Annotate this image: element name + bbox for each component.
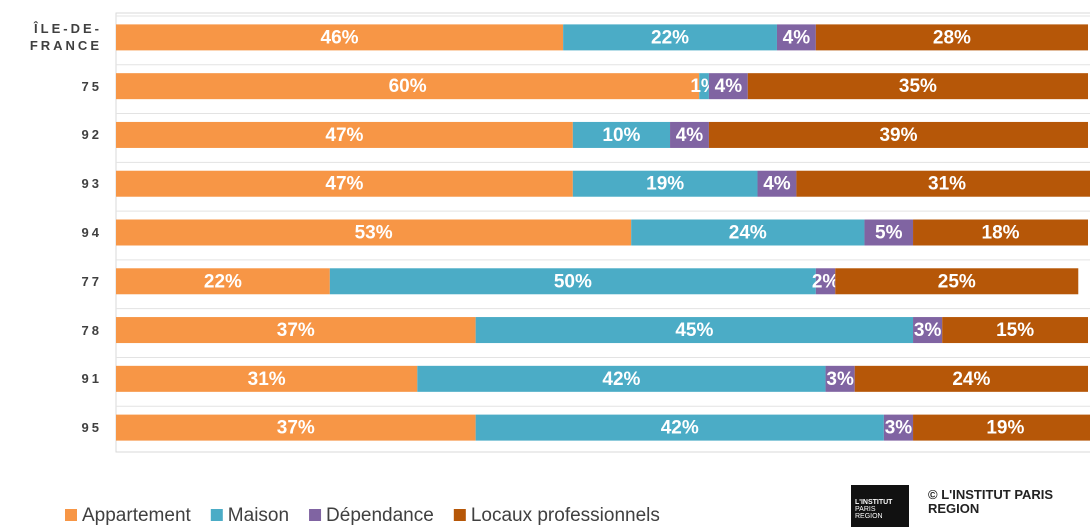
bar-segment [475, 414, 884, 441]
bar-segment [563, 24, 777, 51]
bar-segment [913, 317, 943, 344]
value-label: 24% [729, 223, 767, 244]
value-label: 22% [204, 271, 242, 292]
y-tick-label: 78 [81, 322, 102, 338]
bar-segment [708, 73, 748, 100]
bar-segment [825, 365, 855, 392]
bar-segment [631, 219, 865, 246]
bar-segment [572, 121, 671, 148]
bar-segment [942, 317, 1088, 344]
bar-segment [116, 268, 330, 295]
value-label: 60% [389, 76, 427, 97]
bar-segment [116, 121, 573, 148]
value-label: 47% [325, 174, 363, 195]
bar-segment [699, 73, 709, 100]
bar-segment [116, 170, 573, 197]
value-label: 42% [661, 418, 699, 439]
bar-segment [854, 365, 1088, 392]
value-label: 50% [554, 271, 592, 292]
legend-swatch [453, 509, 466, 521]
bar-segment [913, 219, 1088, 246]
legend-label: Dépendance [326, 505, 434, 526]
value-label: 5% [875, 223, 903, 244]
bar-segment [417, 365, 826, 392]
value-label: 31% [928, 174, 966, 195]
y-tick-label: 75 [81, 78, 102, 94]
legend-swatch [309, 509, 322, 521]
bar-segment [116, 365, 418, 392]
value-label: 53% [355, 223, 393, 244]
y-tick-label: 94 [81, 225, 102, 240]
value-label: 42% [602, 369, 640, 390]
bar-segment [864, 219, 914, 246]
bar-segment [883, 414, 914, 441]
value-label: 3% [914, 320, 942, 341]
value-label: 47% [325, 125, 363, 146]
value-label: 45% [675, 320, 713, 341]
logo: L'INSTITUT PARIS REGION [851, 485, 909, 527]
copyright: © L'INSTITUT PARIS REGION [928, 487, 1054, 516]
value-label: 24% [952, 369, 990, 390]
value-label: 25% [938, 271, 976, 292]
bar-segment [116, 73, 700, 100]
value-label: 10% [602, 125, 640, 146]
logo-text: L'INSTITUT [855, 499, 893, 506]
value-label: 39% [879, 125, 917, 146]
legend-label: Maison [228, 505, 289, 526]
bar-segment [116, 317, 476, 344]
value-label: 22% [651, 27, 689, 48]
y-tick-label: 91 [81, 371, 102, 387]
bar-segment [116, 219, 632, 246]
y-tick-label: 92 [81, 127, 102, 143]
bar-segment [116, 414, 476, 441]
y-tick-label: 77 [81, 273, 102, 289]
y-tick-label: 95 [81, 420, 102, 436]
value-label: 35% [899, 76, 937, 97]
value-label: 28% [933, 27, 971, 48]
bar-segment [913, 414, 1090, 441]
bar-segment [747, 73, 1088, 100]
bar-segment [329, 268, 816, 295]
value-label: 46% [321, 27, 359, 48]
bar-segment [835, 268, 1079, 295]
value-label: 3% [885, 418, 913, 439]
bar-segment [757, 170, 797, 197]
logo-text: REGION [855, 513, 883, 520]
bar-segment [815, 268, 836, 295]
value-label: 37% [277, 418, 315, 439]
legend-swatch [210, 509, 223, 521]
bar-segment [776, 24, 816, 51]
value-label: 19% [646, 174, 684, 195]
value-label: 4% [715, 76, 743, 97]
value-label: 15% [996, 320, 1034, 341]
value-label: 4% [783, 27, 811, 48]
legend-label: Appartement [82, 505, 192, 526]
legend-swatch [65, 509, 77, 521]
bar-segment [475, 317, 914, 344]
bar-segment [708, 121, 1088, 148]
value-label: 18% [982, 223, 1020, 244]
legend-label: Locaux professionnels [471, 505, 660, 526]
value-label: 19% [986, 418, 1024, 439]
bar-segment [815, 24, 1088, 51]
y-tick-label: 93 [81, 176, 102, 192]
bar-segment [796, 170, 1090, 197]
bar-segment [572, 170, 758, 197]
y-tick-label: ÎLE-DE-FRANCE [29, 21, 102, 54]
value-label: 37% [277, 320, 315, 341]
bar-segment [670, 121, 709, 148]
value-label: 2% [812, 271, 840, 292]
value-label: 3% [826, 369, 854, 390]
bar-segment [116, 24, 564, 51]
value-label: 31% [248, 369, 286, 390]
value-label: 4% [763, 174, 791, 195]
value-label: 4% [676, 125, 704, 146]
logo-text: PARIS [855, 506, 876, 513]
